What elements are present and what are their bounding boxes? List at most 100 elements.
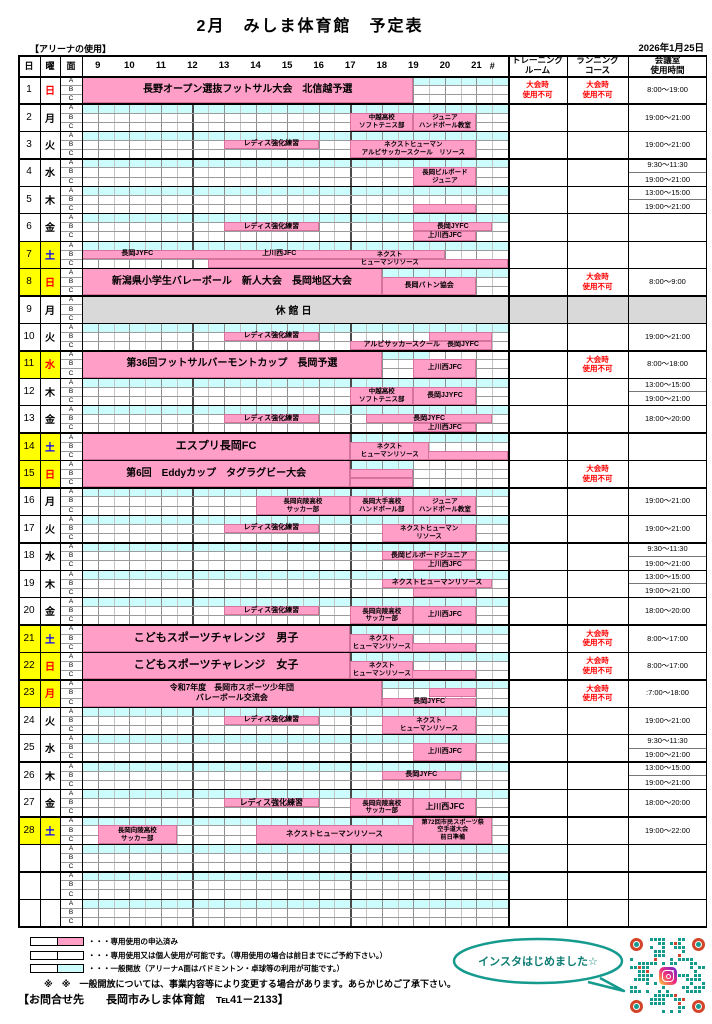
day-number: 20 xyxy=(23,605,35,617)
meeting-room-time: 13:00～15:00 19:00～21:00 xyxy=(644,763,691,787)
qr-module xyxy=(658,942,662,946)
court-row-label: A xyxy=(68,186,74,194)
qr-module xyxy=(650,962,654,966)
day-number-cell-bg xyxy=(18,651,60,680)
weekday-cell: 金 xyxy=(45,415,55,427)
qr-module xyxy=(650,946,654,950)
court-row-label: A xyxy=(68,872,74,880)
weekday-cell: 日 xyxy=(45,470,55,482)
court-row-label: B xyxy=(68,278,74,286)
event-block: 長野オープン選抜フットサル大会 北信越予選 xyxy=(82,76,414,104)
open-use-block xyxy=(82,734,508,744)
qr-module xyxy=(698,990,702,994)
instagram-announcement: インスタはじめました☆ xyxy=(478,956,598,968)
day-number: 11 xyxy=(23,358,35,370)
subrow-line xyxy=(60,560,508,562)
subrow-line xyxy=(60,852,508,854)
event-label: ネクストヒューマン xyxy=(399,525,459,533)
event-block: 長岡JYFC xyxy=(98,250,177,259)
qr-module xyxy=(646,966,650,970)
event-label: 上川西JFC xyxy=(427,231,462,239)
qr-module xyxy=(682,986,686,990)
day-number: 1 xyxy=(26,84,32,96)
qr-finder-circle xyxy=(692,1000,705,1013)
qr-module xyxy=(698,986,702,990)
event-label: 長岡大手高校 xyxy=(362,497,402,505)
court-row-label: B xyxy=(68,853,74,861)
subrow-line xyxy=(60,167,508,169)
qr-module xyxy=(634,990,638,994)
court-row-label: A xyxy=(68,104,74,112)
hour-label: 12 xyxy=(187,60,198,71)
qr-module xyxy=(634,986,638,990)
qr-module xyxy=(642,966,646,970)
qr-module xyxy=(686,958,690,962)
qr-finder-circle xyxy=(630,1000,643,1013)
table-border-h xyxy=(18,926,707,928)
event-label: ネクスト xyxy=(368,662,395,670)
court-row-label: B xyxy=(68,552,74,560)
running-course-status: 大会時 使用不可 xyxy=(582,464,613,483)
group-separator xyxy=(18,624,707,626)
court-row-label: A xyxy=(68,378,74,386)
event-label: 空手道大会 xyxy=(437,826,469,834)
open-use-block xyxy=(350,432,508,442)
event-block: ネクストヒューマンリソース xyxy=(255,825,414,844)
meeting-room-time: 19:00～21:00 xyxy=(644,112,691,122)
open-use-block xyxy=(82,377,508,387)
event-label: 中越高校 xyxy=(368,388,395,396)
day-number xyxy=(18,899,40,926)
qr-module xyxy=(678,938,682,942)
day-number xyxy=(18,871,40,898)
subrow-line xyxy=(60,149,508,150)
event-block: アルビサッカースクール 長岡JYFC xyxy=(350,341,493,351)
weekday-cell: 金 xyxy=(45,607,55,619)
event-block xyxy=(350,478,414,488)
qr-module xyxy=(630,958,634,962)
event-label: 第6回 Eddyカップ タグラグビー大会 xyxy=(126,467,307,479)
court-row-label: A xyxy=(68,296,74,304)
event-block: 新潟県小学生バレーボール 新人大会 長岡地区大会 xyxy=(82,267,382,296)
running-course-status: 大会時 使用不可 xyxy=(582,80,613,99)
qr-module xyxy=(654,994,658,998)
instagram-speech-bubble: インスタはじめました☆ xyxy=(452,936,637,998)
event-block: こどもスポーツチャレンジ 男子 xyxy=(82,624,351,652)
event-block: ネクストヒューマンリソース xyxy=(381,523,477,543)
event-block: レディス強化練習 xyxy=(224,798,319,808)
day-number: 28 xyxy=(23,824,35,836)
open-use-block xyxy=(82,240,508,250)
halfhour-gridline xyxy=(239,76,241,926)
day-number: 15 xyxy=(23,468,35,480)
court-row-label: A xyxy=(68,214,74,222)
day-number: 5 xyxy=(26,193,32,205)
hour-label: 13 xyxy=(218,60,230,71)
qr-module xyxy=(682,974,686,978)
day-number: 27 xyxy=(23,797,35,809)
event-label: 長岡向陵高校 xyxy=(362,799,402,807)
court-row-label: C xyxy=(68,534,74,542)
qr-module xyxy=(658,998,662,1002)
closed-day-label: 休館日 xyxy=(275,305,315,317)
court-row-label: B xyxy=(68,360,74,368)
weekday-cell: 水 xyxy=(45,168,55,180)
halfhour-gridline xyxy=(224,76,225,926)
event-block: 第36回フットサルバーモントカップ 長岡予選 xyxy=(82,350,382,378)
court-row-label: C xyxy=(68,369,74,377)
court-row-label: B xyxy=(68,524,74,532)
day-number-cell-bg xyxy=(18,624,60,652)
event-label: サッカー部 xyxy=(365,807,399,815)
qr-module xyxy=(678,942,682,946)
meeting-room-time: 8:00～17:00 xyxy=(647,661,688,670)
weekday-cell: 木 xyxy=(45,387,55,399)
court-row-label: B xyxy=(68,634,74,642)
weekday-cell: 土 xyxy=(45,250,55,262)
day-number: 3 xyxy=(26,139,32,151)
event-block: 長岡ビルボードジュニア xyxy=(381,551,477,561)
weekday-cell xyxy=(40,899,60,926)
subrow-line xyxy=(60,395,508,397)
court-row-label: C xyxy=(68,95,74,103)
group-separator xyxy=(18,843,707,846)
meeting-room-time: 13:00～15:00 19:00～21:00 xyxy=(644,187,691,212)
day-number: 13 xyxy=(23,413,35,425)
event-block: レディス強化練習 xyxy=(224,715,319,725)
